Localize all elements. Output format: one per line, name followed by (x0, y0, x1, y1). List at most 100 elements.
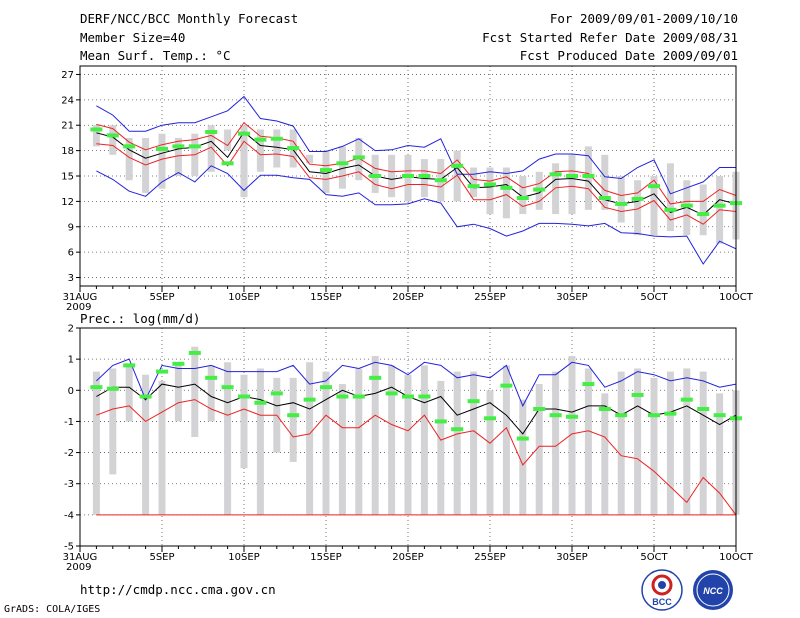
temp-ytick-label: 18 (61, 146, 74, 157)
temp-observed-marker (434, 178, 447, 183)
prec-xtick-label: 20SEP (392, 552, 423, 563)
prec-box (453, 371, 461, 515)
prec-ytick-label: 0 (68, 386, 74, 397)
prec-ytick-label: -5 (64, 542, 74, 553)
temp-observed-marker (713, 203, 726, 208)
prec-observed-marker (434, 419, 447, 424)
ncc-logo-text: NCC (703, 586, 723, 596)
prec-box (601, 393, 609, 515)
prec-box (699, 371, 707, 515)
prec-observed-marker (680, 397, 693, 402)
prec-observed-marker (582, 382, 595, 387)
temp-xtick-year-label: 2009 (66, 302, 91, 313)
temp-box (502, 167, 510, 219)
prec-observed-marker (385, 391, 398, 396)
prec-observed-marker (303, 397, 316, 402)
temp-observed-marker (484, 182, 496, 187)
ncc-logo-icon: NCC (693, 570, 733, 610)
footer-url[interactable]: http://cmdp.ncc.cma.gov.cn (80, 582, 276, 597)
prec-box (470, 371, 478, 515)
bcc-logo: BCC (638, 569, 686, 613)
temp-box (306, 154, 314, 164)
temp-observed-marker (615, 201, 628, 206)
temp-xtick-label: 5SEP (149, 292, 174, 303)
temp-xtick-label: 5OCT (640, 292, 668, 303)
prec-observed-marker (500, 383, 513, 388)
prec-box (371, 356, 379, 515)
temp-box (519, 176, 527, 215)
forecast-period: For 2009/09/01-2009/10/10 (549, 11, 738, 26)
prec-xtick-label: 31AUG (63, 552, 98, 563)
prec-ytick-label: -4 (64, 510, 74, 521)
prec-xtick-label: 5SEP (149, 552, 174, 563)
prec-observed-marker (648, 413, 660, 418)
prec-observed-marker (139, 394, 152, 399)
temp-observed-marker (467, 184, 480, 189)
temp-box (109, 125, 117, 155)
prec-observed-marker (123, 363, 136, 368)
prec-observed-marker (598, 406, 611, 411)
temp-outer-low-line (96, 165, 737, 265)
temp-ytick-label: 6 (68, 248, 74, 259)
temp-box (207, 125, 215, 172)
prec-box (142, 374, 150, 515)
temp-ytick-label: 27 (61, 70, 74, 81)
prec-observed-marker (238, 394, 250, 399)
temp-observed-marker (533, 187, 546, 192)
bcc-logo-icon: BCC (641, 569, 683, 611)
temp-box (256, 129, 264, 172)
temp-outer-high-line (96, 95, 736, 195)
temp-box (273, 129, 281, 168)
prec-observed-marker (254, 400, 267, 405)
prec-box (519, 399, 527, 515)
temp-observed-marker (352, 155, 365, 160)
prec-observed-marker (467, 399, 480, 404)
prec-observed-marker (631, 392, 644, 397)
temp-observed-marker (402, 174, 414, 178)
temp-xtick-label: 10SEP (228, 292, 259, 303)
temp-observed-marker (697, 212, 710, 217)
prec-box (240, 374, 248, 469)
prec-observed-marker (451, 427, 464, 432)
precip-panel-title: Prec.: log(mm/d) (80, 311, 201, 326)
prec-observed-marker (418, 394, 431, 399)
fcst-started-date: Fcst Started Refer Date 2009/08/31 (482, 30, 738, 45)
temp-box (224, 129, 232, 151)
prec-box (617, 371, 625, 515)
temp-observed-marker (336, 161, 349, 166)
temp-box (92, 125, 100, 147)
temp-box (584, 146, 592, 210)
prec-observed-marker (172, 361, 185, 366)
temp-box (699, 184, 707, 236)
prec-box (568, 356, 576, 515)
temp-ytick-label: 21 (61, 121, 74, 132)
prec-observed-marker (336, 394, 349, 399)
temp-box (388, 154, 396, 198)
prec-observed-marker (188, 350, 201, 355)
temp-observed-marker (500, 185, 513, 190)
variable-label: Mean Surf. Temp.: °C (80, 48, 231, 63)
prec-inner-low-line (96, 399, 737, 516)
prec-box (174, 362, 182, 422)
temp-ytick-label: 3 (68, 273, 74, 284)
temp-inner-high-line (96, 121, 737, 205)
prec-observed-marker (402, 394, 414, 399)
temp-observed-marker (369, 174, 382, 178)
prec-ytick-label: 2 (68, 324, 74, 335)
member-size: Member Size=40 (80, 30, 186, 45)
temp-observed-marker (631, 196, 644, 201)
prec-mean-line (96, 383, 737, 435)
temp-observed-marker (90, 127, 103, 132)
temp-box (650, 176, 658, 236)
prec-observed-marker (549, 413, 562, 418)
temp-observed-marker (123, 144, 136, 149)
temp-ytick-label: 12 (61, 197, 74, 208)
temp-box (371, 154, 379, 193)
prec-xtick-label: 30SEP (556, 552, 587, 563)
prec-box (486, 390, 494, 515)
prec-box (650, 377, 658, 515)
temp-ytick-label: 15 (61, 172, 74, 183)
temp-observed-marker (648, 184, 660, 189)
prec-box (256, 368, 264, 515)
